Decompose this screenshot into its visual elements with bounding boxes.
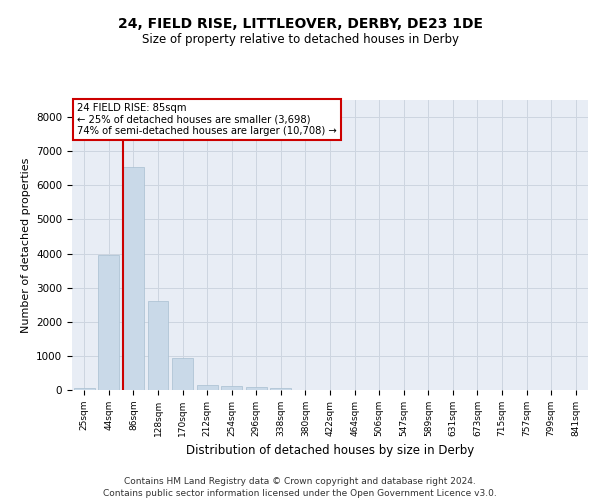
Text: Contains public sector information licensed under the Open Government Licence v3: Contains public sector information licen… xyxy=(103,489,497,498)
Bar xyxy=(123,166,144,390)
Bar xyxy=(148,302,169,390)
Bar xyxy=(271,388,292,390)
Bar xyxy=(246,388,267,390)
Text: Size of property relative to detached houses in Derby: Size of property relative to detached ho… xyxy=(142,32,458,46)
Bar xyxy=(221,386,242,390)
Text: 24, FIELD RISE, LITTLEOVER, DERBY, DE23 1DE: 24, FIELD RISE, LITTLEOVER, DERBY, DE23 … xyxy=(118,18,482,32)
Bar xyxy=(74,388,95,390)
Text: 24 FIELD RISE: 85sqm
← 25% of detached houses are smaller (3,698)
74% of semi-de: 24 FIELD RISE: 85sqm ← 25% of detached h… xyxy=(77,103,337,136)
X-axis label: Distribution of detached houses by size in Derby: Distribution of detached houses by size … xyxy=(186,444,474,458)
Bar xyxy=(197,385,218,390)
Bar xyxy=(98,255,119,390)
Text: Contains HM Land Registry data © Crown copyright and database right 2024.: Contains HM Land Registry data © Crown c… xyxy=(124,478,476,486)
Y-axis label: Number of detached properties: Number of detached properties xyxy=(20,158,31,332)
Bar xyxy=(172,358,193,390)
